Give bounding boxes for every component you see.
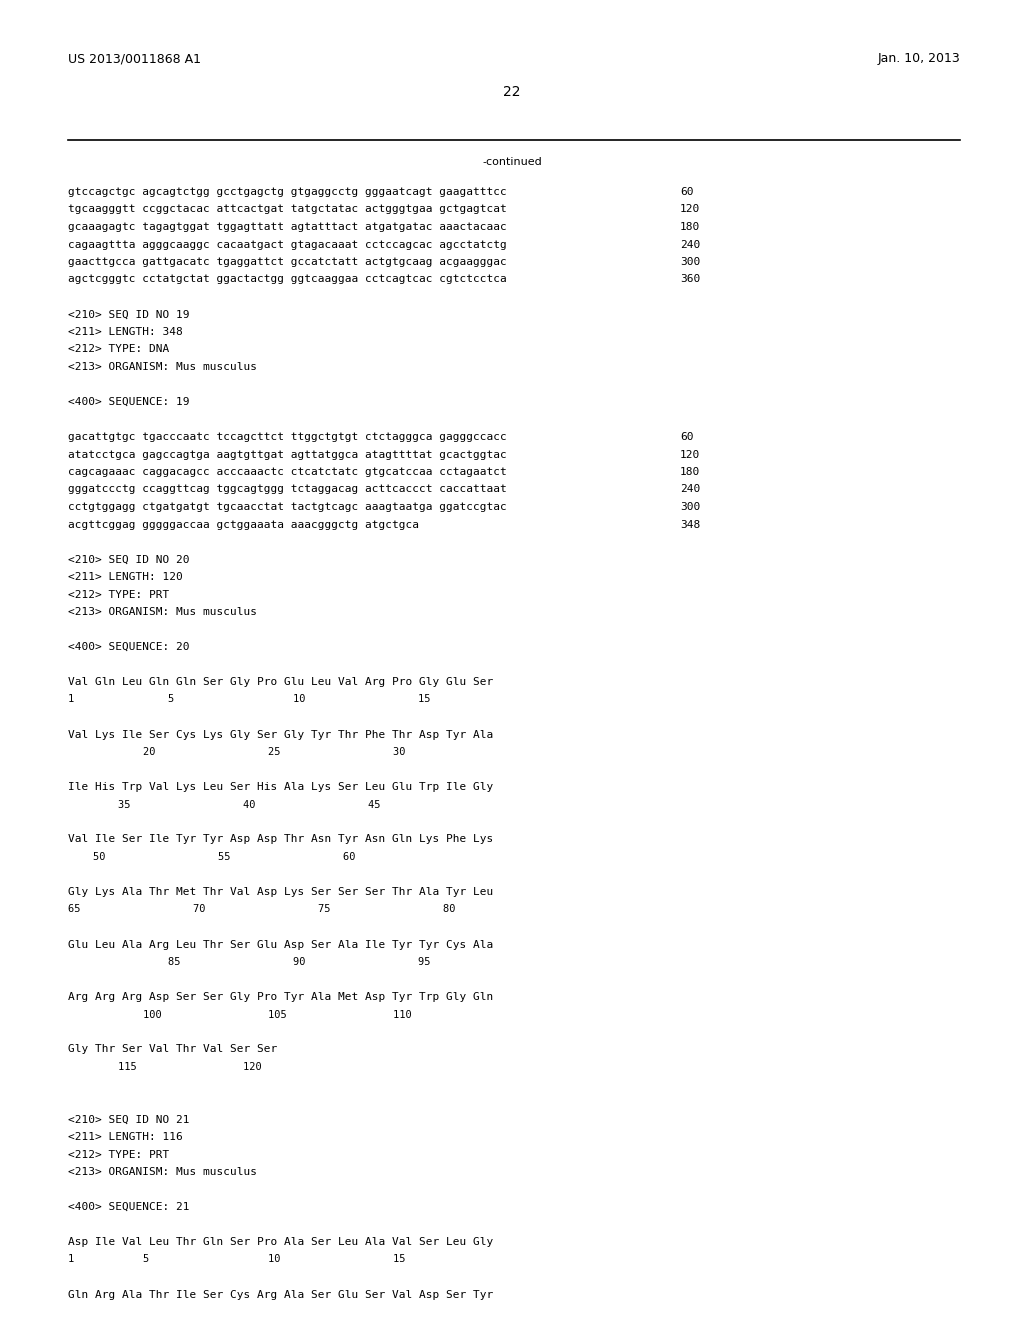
Text: 35                  40                  45: 35 40 45 [68, 800, 381, 809]
Text: 60: 60 [680, 432, 693, 442]
Text: 20                  25                  30: 20 25 30 [68, 747, 406, 756]
Text: <400> SEQUENCE: 19: <400> SEQUENCE: 19 [68, 397, 189, 407]
Text: 180: 180 [680, 467, 700, 477]
Text: tgcaagggtt ccggctacac attcactgat tatgctatac actgggtgaa gctgagtcat: tgcaagggtt ccggctacac attcactgat tatgcta… [68, 205, 507, 214]
Text: <400> SEQUENCE: 20: <400> SEQUENCE: 20 [68, 642, 189, 652]
Text: <210> SEQ ID NO 21: <210> SEQ ID NO 21 [68, 1114, 189, 1125]
Text: acgttcggag gggggaccaa gctggaaata aaacgggctg atgctgca: acgttcggag gggggaccaa gctggaaata aaacggg… [68, 520, 419, 529]
Text: 22: 22 [503, 84, 521, 99]
Text: 300: 300 [680, 502, 700, 512]
Text: <211> LENGTH: 120: <211> LENGTH: 120 [68, 572, 182, 582]
Text: 85                  90                  95: 85 90 95 [68, 957, 430, 968]
Text: <211> LENGTH: 116: <211> LENGTH: 116 [68, 1133, 182, 1142]
Text: <212> TYPE: PRT: <212> TYPE: PRT [68, 1150, 169, 1159]
Text: gcaaagagtc tagagtggat tggagttatt agtatttact atgatgatac aaactacaac: gcaaagagtc tagagtggat tggagttatt agtattt… [68, 222, 507, 232]
Text: 65                  70                  75                  80: 65 70 75 80 [68, 904, 456, 915]
Text: cagcagaaac caggacagcc acccaaactc ctcatctatc gtgcatccaa cctagaatct: cagcagaaac caggacagcc acccaaactc ctcatct… [68, 467, 507, 477]
Text: 120: 120 [680, 450, 700, 459]
Text: 180: 180 [680, 222, 700, 232]
Text: <212> TYPE: DNA: <212> TYPE: DNA [68, 345, 169, 355]
Text: 360: 360 [680, 275, 700, 285]
Text: gtccagctgc agcagtctgg gcctgagctg gtgaggcctg gggaatcagt gaagatttcc: gtccagctgc agcagtctgg gcctgagctg gtgaggc… [68, 187, 507, 197]
Text: 100                 105                 110: 100 105 110 [68, 1010, 412, 1019]
Text: US 2013/0011868 A1: US 2013/0011868 A1 [68, 51, 201, 65]
Text: Glu Leu Ala Arg Leu Thr Ser Glu Asp Ser Ala Ile Tyr Tyr Cys Ala: Glu Leu Ala Arg Leu Thr Ser Glu Asp Ser … [68, 940, 494, 949]
Text: -continued: -continued [482, 157, 542, 168]
Text: 115                 120: 115 120 [68, 1063, 262, 1072]
Text: 60: 60 [680, 187, 693, 197]
Text: <213> ORGANISM: Mus musculus: <213> ORGANISM: Mus musculus [68, 1167, 257, 1177]
Text: <400> SEQUENCE: 21: <400> SEQUENCE: 21 [68, 1203, 189, 1212]
Text: <212> TYPE: PRT: <212> TYPE: PRT [68, 590, 169, 599]
Text: Arg Arg Arg Asp Ser Ser Gly Pro Tyr Ala Met Asp Tyr Trp Gly Gln: Arg Arg Arg Asp Ser Ser Gly Pro Tyr Ala … [68, 993, 494, 1002]
Text: cagaagttta agggcaaggc cacaatgact gtagacaaat cctccagcac agcctatctg: cagaagttta agggcaaggc cacaatgact gtagaca… [68, 239, 507, 249]
Text: cctgtggagg ctgatgatgt tgcaacctat tactgtcagc aaagtaatga ggatccgtac: cctgtggagg ctgatgatgt tgcaacctat tactgtc… [68, 502, 507, 512]
Text: <213> ORGANISM: Mus musculus: <213> ORGANISM: Mus musculus [68, 607, 257, 616]
Text: <210> SEQ ID NO 20: <210> SEQ ID NO 20 [68, 554, 189, 565]
Text: Asp Ile Val Leu Thr Gln Ser Pro Ala Ser Leu Ala Val Ser Leu Gly: Asp Ile Val Leu Thr Gln Ser Pro Ala Ser … [68, 1237, 494, 1247]
Text: 348: 348 [680, 520, 700, 529]
Text: Gly Lys Ala Thr Met Thr Val Asp Lys Ser Ser Ser Thr Ala Tyr Leu: Gly Lys Ala Thr Met Thr Val Asp Lys Ser … [68, 887, 494, 898]
Text: <210> SEQ ID NO 19: <210> SEQ ID NO 19 [68, 309, 189, 319]
Text: Gly Thr Ser Val Thr Val Ser Ser: Gly Thr Ser Val Thr Val Ser Ser [68, 1044, 278, 1055]
Text: Val Ile Ser Ile Tyr Tyr Asp Asp Thr Asn Tyr Asn Gln Lys Phe Lys: Val Ile Ser Ile Tyr Tyr Asp Asp Thr Asn … [68, 834, 494, 845]
Text: 300: 300 [680, 257, 700, 267]
Text: agctcgggtc cctatgctat ggactactgg ggtcaaggaa cctcagtcac cgtctcctca: agctcgggtc cctatgctat ggactactgg ggtcaag… [68, 275, 507, 285]
Text: Ile His Trp Val Lys Leu Ser His Ala Lys Ser Leu Glu Trp Ile Gly: Ile His Trp Val Lys Leu Ser His Ala Lys … [68, 781, 494, 792]
Text: Gln Arg Ala Thr Ile Ser Cys Arg Ala Ser Glu Ser Val Asp Ser Tyr: Gln Arg Ala Thr Ile Ser Cys Arg Ala Ser … [68, 1290, 494, 1299]
Text: 240: 240 [680, 239, 700, 249]
Text: 50                  55                  60: 50 55 60 [68, 851, 355, 862]
Text: Jan. 10, 2013: Jan. 10, 2013 [878, 51, 961, 65]
Text: <211> LENGTH: 348: <211> LENGTH: 348 [68, 327, 182, 337]
Text: 1               5                   10                  15: 1 5 10 15 [68, 694, 430, 705]
Text: gaacttgcca gattgacatc tgaggattct gccatctatt actgtgcaag acgaagggac: gaacttgcca gattgacatc tgaggattct gccatct… [68, 257, 507, 267]
Text: 1           5                   10                  15: 1 5 10 15 [68, 1254, 406, 1265]
Text: 120: 120 [680, 205, 700, 214]
Text: 240: 240 [680, 484, 700, 495]
Text: gacattgtgc tgacccaatc tccagcttct ttggctgtgt ctctagggca gagggccacc: gacattgtgc tgacccaatc tccagcttct ttggctg… [68, 432, 507, 442]
Text: atatcctgca gagccagtga aagtgttgat agttatggca atagttttat gcactggtac: atatcctgca gagccagtga aagtgttgat agttatg… [68, 450, 507, 459]
Text: <213> ORGANISM: Mus musculus: <213> ORGANISM: Mus musculus [68, 362, 257, 372]
Text: gggatccctg ccaggttcag tggcagtggg tctaggacag acttcaccct caccattaat: gggatccctg ccaggttcag tggcagtggg tctagga… [68, 484, 507, 495]
Text: Val Lys Ile Ser Cys Lys Gly Ser Gly Tyr Thr Phe Thr Asp Tyr Ala: Val Lys Ile Ser Cys Lys Gly Ser Gly Tyr … [68, 730, 494, 739]
Text: Val Gln Leu Gln Gln Ser Gly Pro Glu Leu Val Arg Pro Gly Glu Ser: Val Gln Leu Gln Gln Ser Gly Pro Glu Leu … [68, 677, 494, 686]
